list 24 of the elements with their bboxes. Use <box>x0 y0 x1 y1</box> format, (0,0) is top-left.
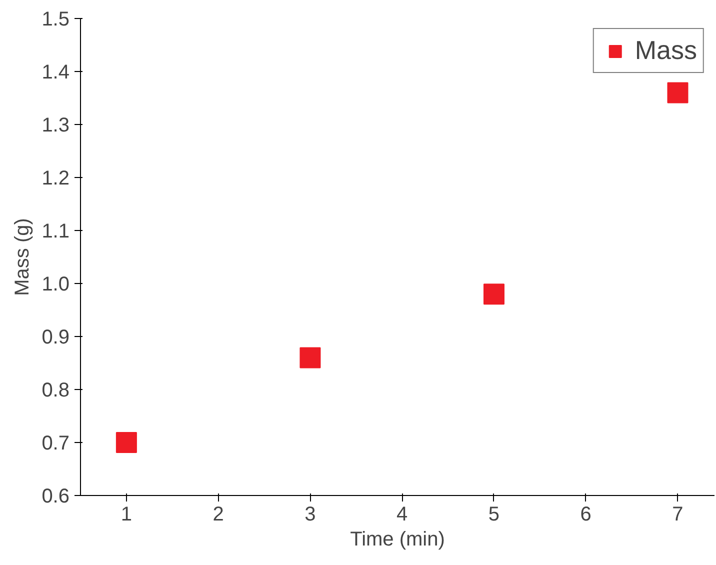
x-tick-label: 5 <box>488 504 500 526</box>
x-tick-label: 4 <box>396 504 408 526</box>
y-tick-label: 1.1 <box>42 220 70 242</box>
y-tick-label: 0.6 <box>42 486 70 508</box>
y-tick-label: 0.7 <box>42 432 70 454</box>
y-tick-label: 1.4 <box>42 62 70 84</box>
x-tick-label: 1 <box>120 504 132 526</box>
x-tick-label: 6 <box>580 504 592 526</box>
legend-label: Mass <box>634 35 697 66</box>
x-tick-label: 2 <box>212 504 224 526</box>
x-tick-label: 7 <box>672 504 684 526</box>
point <box>116 432 137 453</box>
point <box>300 347 321 368</box>
x-axis-title: Time (min) <box>350 528 445 550</box>
y-tick-label: 0.9 <box>42 326 70 348</box>
point <box>667 82 688 104</box>
y-tick-label: 1.0 <box>42 274 70 296</box>
point <box>483 284 504 305</box>
y-tick-label: 0.8 <box>42 380 70 402</box>
y-tick-label: 1.2 <box>42 168 70 190</box>
y-tick-label: 1.5 <box>42 8 70 30</box>
y-axis-title: Mass (g) <box>12 218 34 296</box>
x-tick-label: 3 <box>304 504 316 526</box>
y-tick-label: 1.3 <box>42 114 70 136</box>
